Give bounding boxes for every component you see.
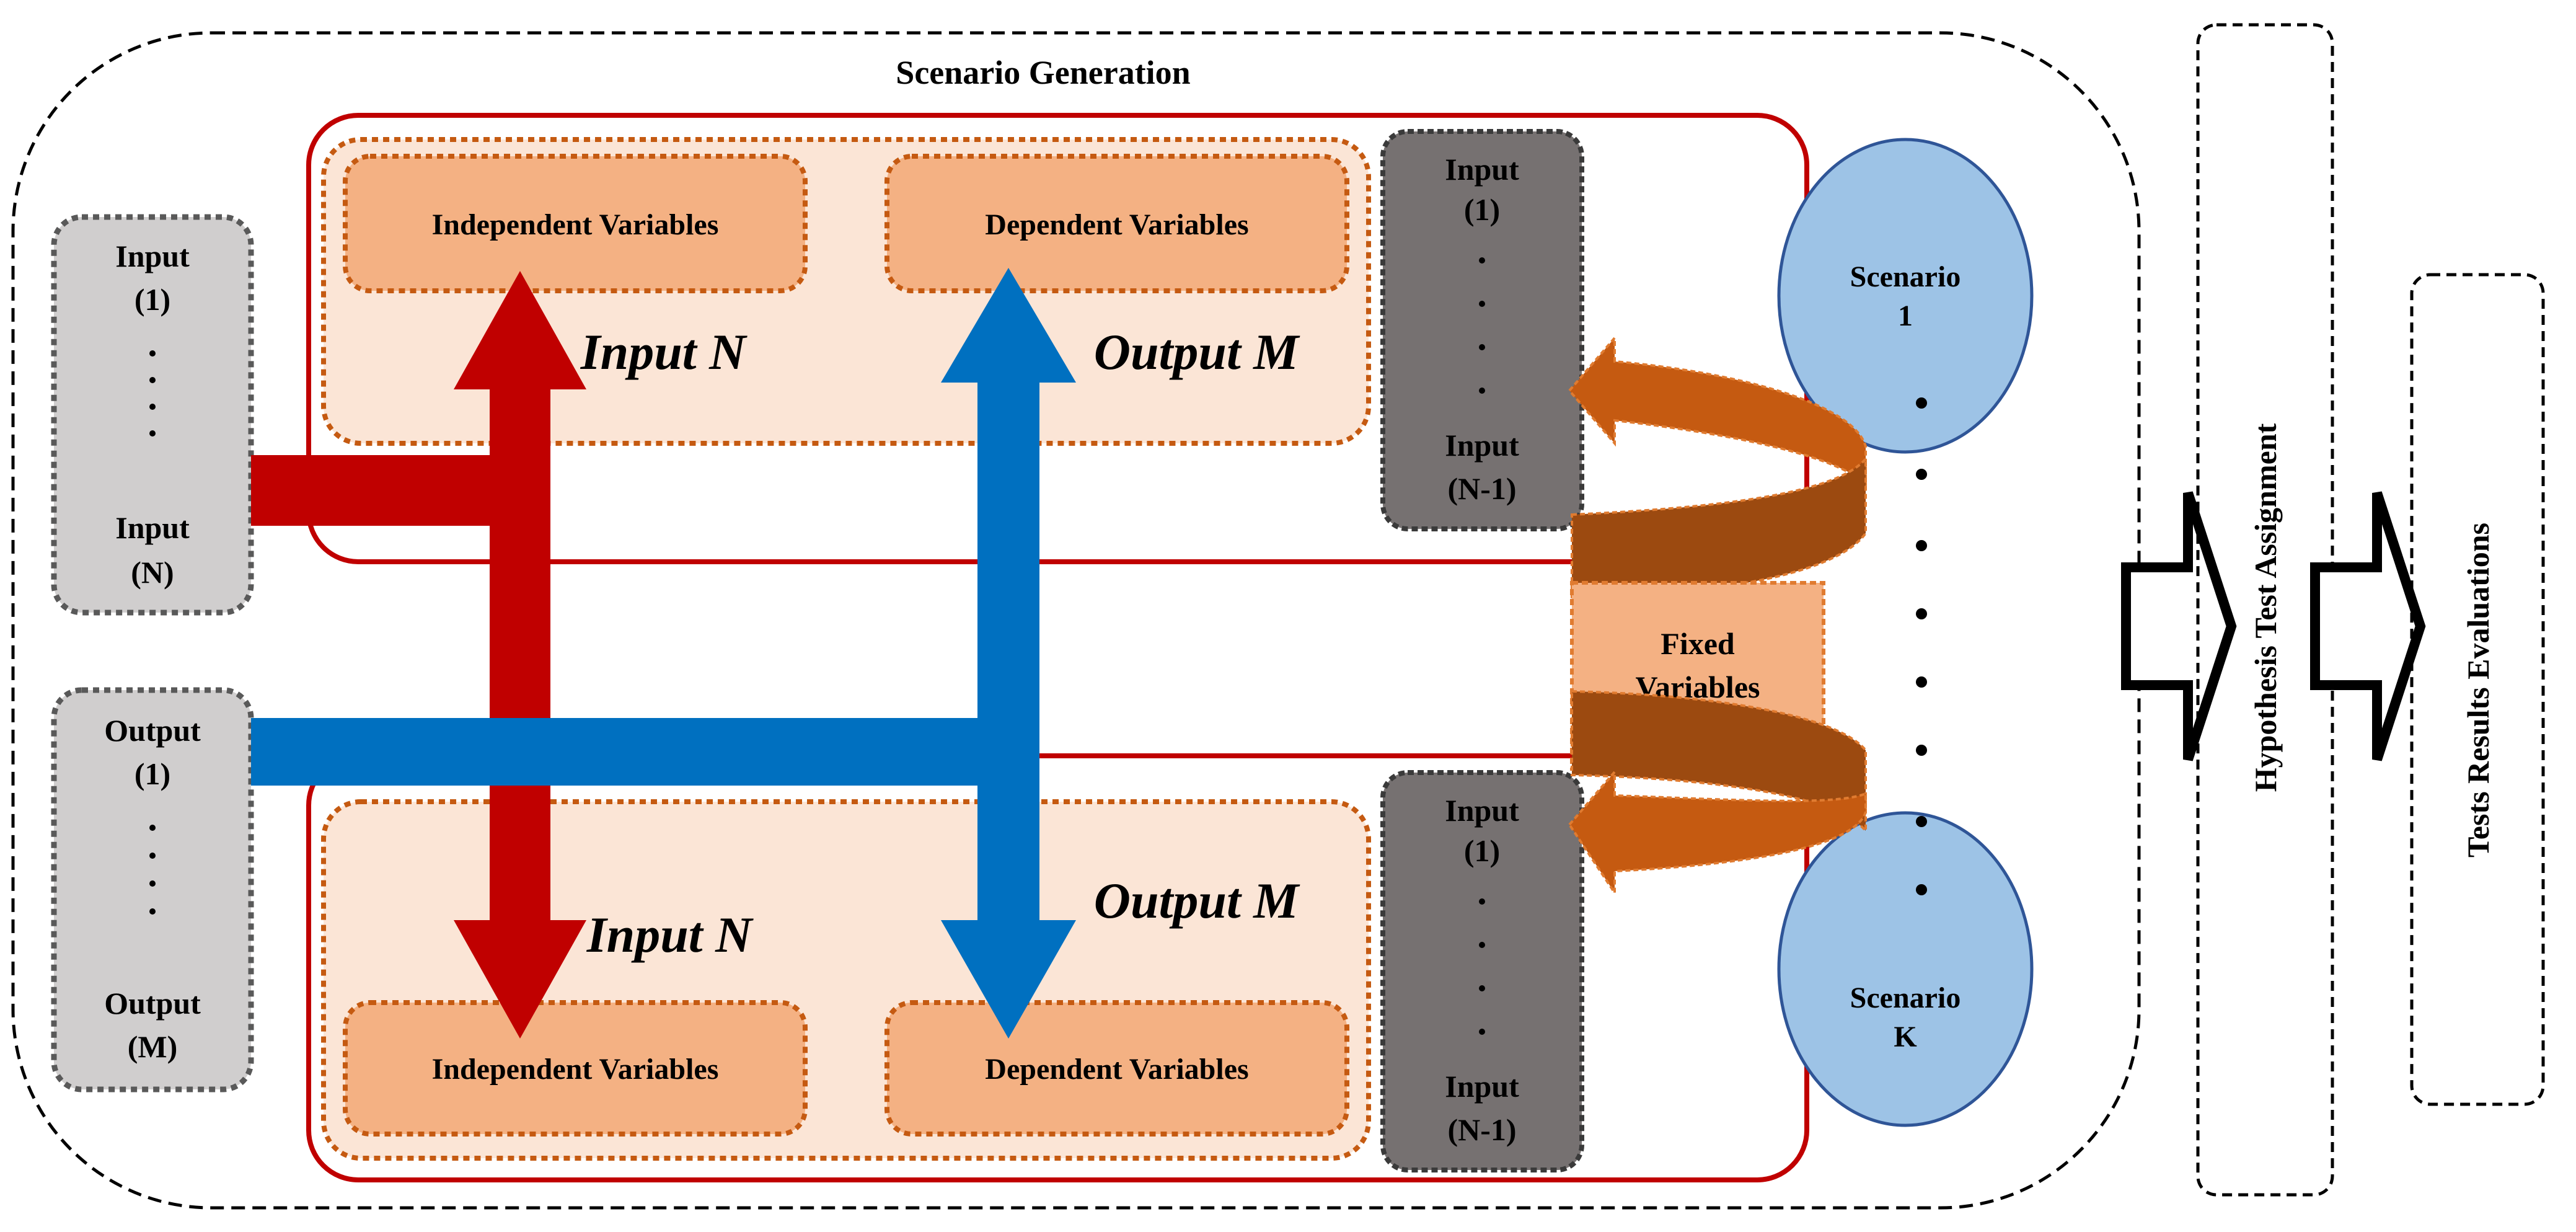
to-hypothesis-arrow	[2121, 491, 2237, 761]
top-fixed-inputs-first-index: (1)	[1464, 192, 1500, 227]
bottom-fixed-inputs-ellipsis	[1479, 898, 1485, 1035]
scenario-1-label: Scenario	[1850, 260, 1961, 293]
scenario-ellipsis	[1916, 397, 1927, 895]
bottom-fixed-inputs-first-index: (1)	[1464, 833, 1500, 868]
scenario-generation-title: Scenario Generation	[896, 54, 1190, 91]
bottom-output-m-label: Output M	[1094, 872, 1300, 929]
bottom-independent-variables-box	[343, 1000, 808, 1137]
bottom-fixed-variables-band	[1571, 689, 1867, 835]
top-fixed-inputs-last: Input	[1445, 428, 1519, 463]
fixed-variables-line1: Fixed	[1661, 626, 1735, 661]
top-independent-variables-label: Independent Variables	[432, 208, 719, 241]
top-fixed-inputs-box	[1380, 129, 1584, 531]
top-fixed-inputs-last-index: (N-1)	[1447, 471, 1516, 506]
bottom-input-n-label: Input N	[586, 906, 754, 963]
bottom-fixed-variables-curved-arrow	[1568, 768, 1867, 897]
scenario-1-index: 1	[1898, 299, 1913, 332]
hypothesis-step-box	[2196, 23, 2334, 1197]
evaluation-step-box	[2410, 273, 2545, 1106]
top-dependent-variables-box	[884, 154, 1349, 293]
input-list-box	[51, 214, 254, 616]
top-fixed-variables-band	[1571, 455, 1867, 600]
input-list-first: Input	[115, 239, 190, 273]
output-list-first-index: (1)	[135, 756, 170, 791]
output-double-arrow	[941, 268, 1076, 1039]
hypothesis-step-label: Hypothesis Test Assignment	[2248, 423, 2283, 792]
top-fixed-inputs-ellipsis	[1479, 257, 1485, 394]
top-output-m-label: Output M	[1094, 324, 1300, 380]
bottom-dependent-variables-label: Dependent Variables	[985, 1053, 1248, 1086]
evaluation-step-label: Tests Results Evaluations	[2461, 523, 2495, 858]
scenario-k-label: Scenario	[1850, 982, 1961, 1014]
scenario-k-index: K	[1894, 1021, 1917, 1053]
bottom-independent-variables-label: Independent Variables	[432, 1053, 719, 1086]
top-dependent-variables-label: Dependent Variables	[985, 208, 1248, 241]
output-list-last: Output	[104, 986, 201, 1021]
output-list-box	[51, 687, 254, 1092]
scenario-1-node	[1777, 138, 2034, 454]
top-fixed-inputs-first: Input	[1445, 152, 1519, 187]
bottom-fixed-inputs-first: Input	[1445, 793, 1519, 828]
bottom-fixed-inputs-last: Input	[1445, 1069, 1519, 1104]
output-connector-bar	[251, 718, 1035, 786]
output-list-last-index: (M)	[128, 1029, 178, 1064]
bottom-fixed-inputs-last-index: (N-1)	[1447, 1112, 1516, 1147]
input-list-first-index: (1)	[135, 282, 170, 317]
input-list-last: Input	[115, 510, 190, 545]
top-input-n-label: Input N	[580, 324, 748, 380]
input-double-arrow	[454, 271, 586, 1039]
top-independent-variables-box	[343, 154, 808, 293]
output-list-first: Output	[104, 713, 201, 748]
scenario-k-node	[1777, 811, 2034, 1127]
top-fixed-variables-curved-arrow	[1568, 334, 1867, 487]
bottom-dependent-variables-box	[884, 1000, 1349, 1137]
input-connector-bar	[251, 455, 501, 526]
input-list-ellipsis	[149, 350, 156, 437]
output-list-ellipsis	[149, 825, 156, 915]
input-list-last-index: (N)	[131, 555, 174, 590]
bottom-fixed-inputs-box	[1380, 770, 1584, 1172]
to-evaluation-arrow	[2310, 491, 2426, 761]
